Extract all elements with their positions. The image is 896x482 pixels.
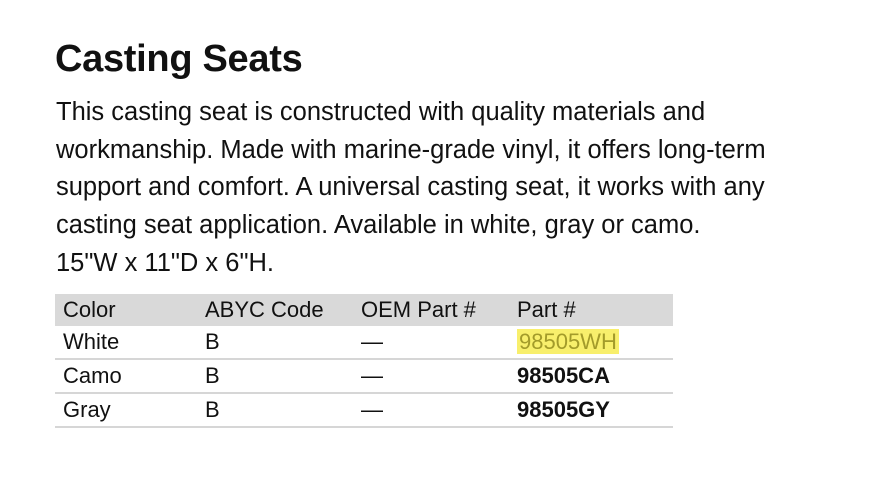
cell-color: Camo bbox=[55, 359, 197, 394]
cell-abyc: B bbox=[197, 326, 353, 360]
description-line: 15"W x 11"D x 6"H. bbox=[56, 248, 274, 277]
header-oem-part: OEM Part # bbox=[353, 294, 509, 326]
cell-oem: — bbox=[353, 326, 509, 360]
cell-part: 98505GY bbox=[509, 393, 673, 428]
cell-abyc: B bbox=[197, 359, 353, 394]
cell-part: 98505WH bbox=[509, 326, 673, 360]
table-row: White B — 98505WH bbox=[55, 326, 673, 360]
header-abyc-code: ABYC Code bbox=[197, 294, 353, 326]
highlighted-part-number: 98505WH bbox=[517, 329, 619, 354]
description-line: support and comfort. A universal casting… bbox=[56, 173, 765, 202]
description-line: casting seat application. Available in w… bbox=[56, 211, 701, 240]
header-part: Part # bbox=[509, 294, 673, 326]
description: This casting seat is constructed with qu… bbox=[56, 94, 766, 283]
cell-abyc: B bbox=[197, 393, 353, 428]
cell-color: White bbox=[55, 326, 197, 360]
description-line: workmanship. Made with marine-grade viny… bbox=[56, 135, 766, 164]
cell-oem: — bbox=[353, 359, 509, 394]
page-title: Casting Seats bbox=[55, 38, 303, 80]
table-row: Camo B — 98505CA bbox=[55, 359, 673, 394]
parts-table: Color ABYC Code OEM Part # Part # White … bbox=[55, 294, 673, 428]
table-header-row: Color ABYC Code OEM Part # Part # bbox=[55, 294, 673, 326]
table-row: Gray B — 98505GY bbox=[55, 393, 673, 428]
cell-part: 98505CA bbox=[509, 359, 673, 394]
cell-oem: — bbox=[353, 393, 509, 428]
description-line: This casting seat is constructed with qu… bbox=[56, 98, 706, 126]
cell-color: Gray bbox=[55, 393, 197, 428]
header-color: Color bbox=[55, 294, 197, 326]
